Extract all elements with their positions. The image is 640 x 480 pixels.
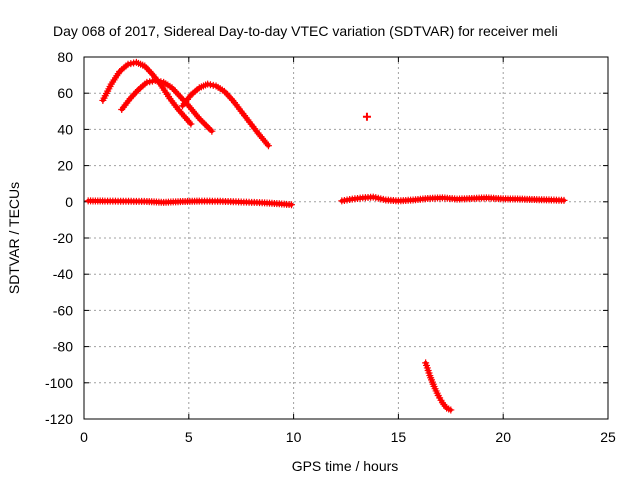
data-point [288,201,296,209]
y-tick-label: 0 [65,194,73,210]
y-tick-label: -20 [53,230,73,246]
data-point [560,196,568,204]
x-tick-label: 15 [391,429,407,445]
y-tick-label: -60 [53,302,73,318]
series-point-13.5 [362,112,371,121]
x-tick-label: 10 [286,429,302,445]
y-tick-label: -120 [45,411,73,427]
y-tick-label: 40 [57,121,73,137]
x-tick-label: 20 [495,429,511,445]
x-tick-label: 5 [185,429,193,445]
x-axis-label: GPS time / hours [292,458,399,474]
y-tick-label: 60 [57,85,73,101]
series-arc-3 [179,80,272,150]
tick-labels: 0 5 10 15 20 25 -120 -100 -80 -60 -40 -20 0 20 40 60 80 [45,49,616,445]
y-tick-label: -80 [53,339,73,355]
y-tick-label: 80 [57,49,73,65]
grid [84,57,608,419]
data-point [187,120,195,128]
data-point [362,112,371,121]
series-drop-arc [422,359,455,414]
x-tick-label: 25 [600,429,616,445]
data-point [447,406,455,414]
y-axis-label: SDTVAR / TECUs [6,182,22,294]
data-point [264,142,272,150]
series-arc-1 [99,58,195,128]
chart-title: Day 068 of 2017, Sidereal Day-to-day VTE… [53,23,558,39]
series-baseline-1 [84,197,296,209]
y-tick-label: 20 [57,158,73,174]
x-tick-label: 0 [80,429,88,445]
data-point [208,127,216,135]
series-baseline-2 [338,193,568,205]
y-tick-label: -100 [45,375,73,391]
y-tick-label: -40 [53,266,73,282]
data-marks [84,58,568,414]
